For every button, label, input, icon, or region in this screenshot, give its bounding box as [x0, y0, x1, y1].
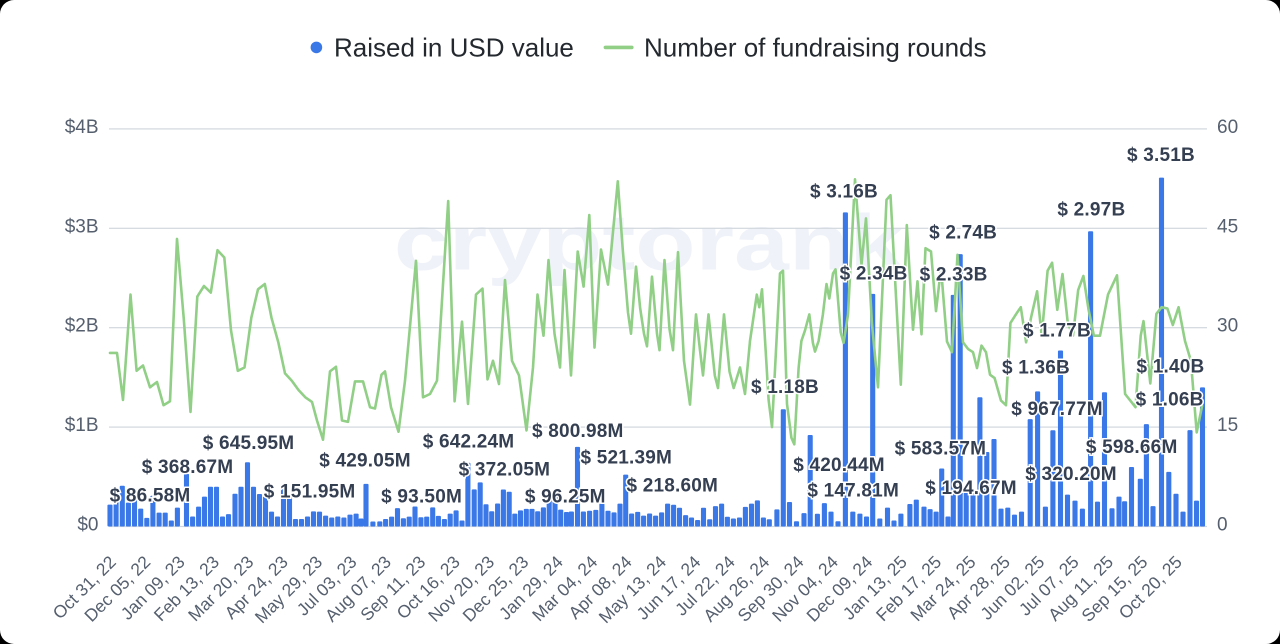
svg-text:Raised in USD value: Raised in USD value [334, 33, 574, 63]
svg-text:$4B: $4B [65, 117, 99, 138]
svg-text:$ 967.77M: $ 967.77M [1011, 399, 1103, 420]
svg-text:$ 521.39M: $ 521.39M [581, 448, 673, 469]
svg-text:45: 45 [1217, 216, 1238, 237]
svg-text:30: 30 [1217, 316, 1238, 337]
svg-text:$ 218.60M: $ 218.60M [627, 476, 719, 497]
svg-text:$ 368.67M: $ 368.67M [142, 457, 234, 478]
svg-text:15: 15 [1217, 415, 1238, 436]
svg-text:$2B: $2B [65, 316, 99, 337]
svg-text:$ 320.20M: $ 320.20M [1025, 464, 1117, 485]
svg-text:0: 0 [1217, 515, 1228, 536]
svg-text:cryptorank: cryptorank [394, 198, 905, 286]
svg-text:$ 86.58M: $ 86.58M [110, 486, 191, 507]
svg-text:$ 1.18B: $ 1.18B [751, 377, 819, 398]
svg-text:$ 3.51B: $ 3.51B [1127, 145, 1195, 166]
svg-text:$ 642.24M: $ 642.24M [423, 432, 515, 453]
svg-text:$ 583.57M: $ 583.57M [895, 439, 987, 460]
svg-text:$ 3.16B: $ 3.16B [810, 181, 878, 202]
svg-text:$0: $0 [77, 515, 98, 536]
svg-text:$ 2.74B: $ 2.74B [929, 223, 997, 244]
svg-text:$ 645.95M: $ 645.95M [203, 433, 295, 454]
svg-text:$ 429.05M: $ 429.05M [319, 451, 411, 472]
svg-text:$ 93.50M: $ 93.50M [381, 487, 462, 508]
svg-text:Number of fundraising rounds: Number of fundraising rounds [644, 33, 987, 63]
svg-text:$ 800.98M: $ 800.98M [532, 421, 624, 442]
svg-text:$ 1.36B: $ 1.36B [1002, 358, 1070, 379]
svg-text:$ 1.77B: $ 1.77B [1023, 320, 1091, 341]
svg-text:$1B: $1B [65, 415, 99, 436]
svg-text:$ 1.06B: $ 1.06B [1136, 389, 1204, 410]
svg-text:$ 194.67M: $ 194.67M [925, 478, 1017, 499]
svg-text:$ 2.33B: $ 2.33B [920, 265, 988, 286]
svg-text:60: 60 [1217, 117, 1238, 138]
svg-text:$3B: $3B [65, 216, 99, 237]
svg-text:$ 2.97B: $ 2.97B [1057, 200, 1125, 221]
svg-text:$ 598.66M: $ 598.66M [1086, 437, 1178, 458]
svg-text:$ 420.44M: $ 420.44M [793, 455, 885, 476]
svg-text:$ 372.05M: $ 372.05M [459, 460, 551, 481]
svg-text:$ 147.81M: $ 147.81M [807, 481, 899, 502]
svg-text:$ 151.95M: $ 151.95M [264, 482, 356, 503]
svg-text:$ 1.40B: $ 1.40B [1137, 357, 1205, 378]
svg-text:$ 96.25M: $ 96.25M [525, 487, 606, 508]
svg-text:$ 2.34B: $ 2.34B [840, 264, 908, 285]
